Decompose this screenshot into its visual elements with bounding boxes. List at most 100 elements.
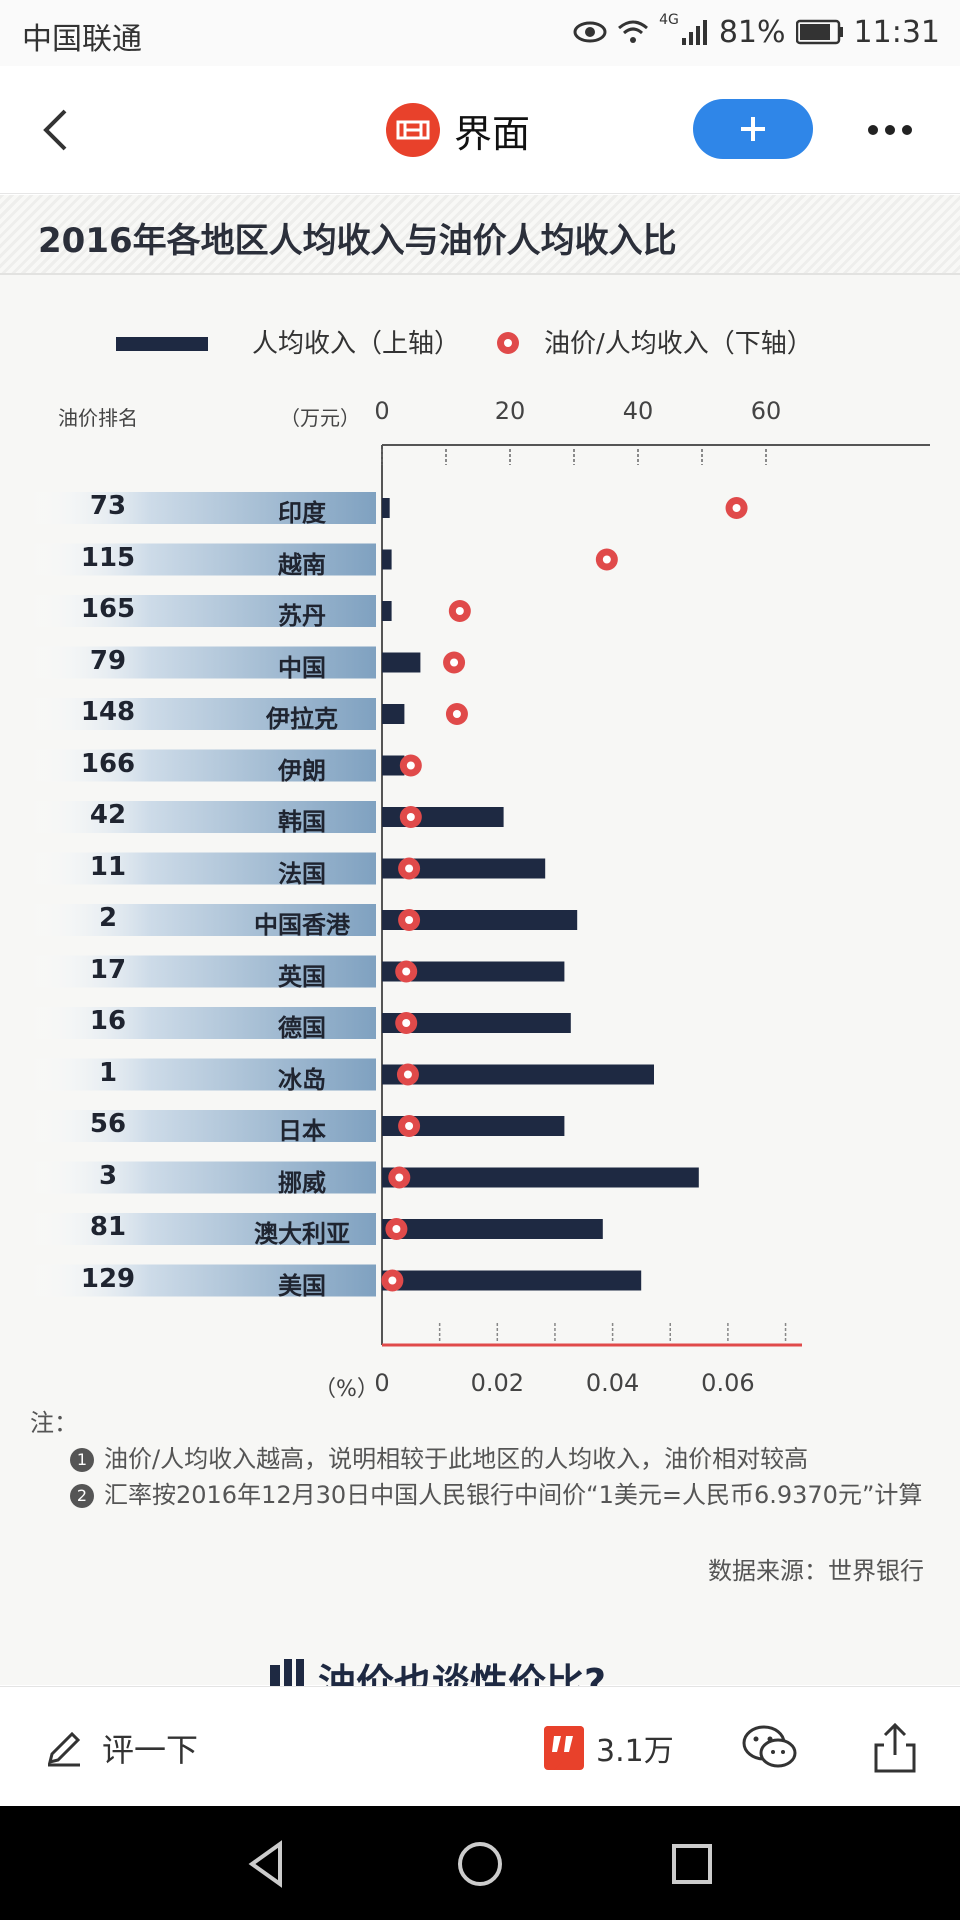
battery-percent: 81%: [718, 14, 786, 50]
income-bar: [382, 961, 565, 982]
row-label-band: [28, 646, 376, 679]
ratio-dot-center: [450, 658, 459, 667]
ratio-dot-center: [732, 504, 741, 512]
income-bar: [382, 858, 546, 879]
pencil-icon: [47, 1731, 81, 1767]
ratio-dot-center: [405, 864, 414, 873]
legend-dot-swatch: [497, 332, 519, 354]
back-button[interactable]: [30, 100, 80, 160]
bottom-axis-tick-label: 0.04: [585, 1369, 640, 1397]
ratio-dot-center: [455, 607, 464, 615]
row-label-band: [28, 1213, 376, 1245]
row-rank: 81: [89, 1212, 127, 1242]
row-rank: 115: [80, 542, 136, 573]
wifi-icon: [618, 20, 649, 43]
row-label-band: [28, 904, 376, 936]
row-rank: 73: [89, 491, 127, 521]
row-label-band: [28, 543, 376, 576]
infographic-title-bar: 2016年各地区人均收入与油价人均收入比: [0, 195, 960, 275]
rank-column-header: 油价排名: [58, 406, 138, 430]
top-axis-unit: （万元）: [280, 406, 360, 430]
chart-legend: 人均收入（上轴） 油价/人均收入（下轴）: [0, 323, 960, 363]
row-region: 美国: [278, 1271, 326, 1300]
row-label-band: [28, 1058, 376, 1091]
note-2-text: 汇率按2016年12月30日中国人民银行中间价“1美元=人民币6.9370元”计…: [104, 1481, 923, 1509]
row-label-band: [28, 1110, 376, 1142]
ratio-dot-center: [388, 1276, 397, 1285]
row-region: 中国香港: [254, 911, 350, 939]
brand[interactable]: 界面: [386, 100, 530, 160]
income-bar: [382, 1270, 642, 1291]
ratio-dot-center: [402, 967, 411, 976]
income-bar: [382, 1219, 603, 1239]
row-rank: 1: [98, 1057, 118, 1088]
row-region: 韩国: [278, 808, 326, 836]
more-button[interactable]: [860, 108, 920, 152]
row-region: 伊拉克: [266, 705, 338, 733]
row-label-band: [28, 852, 376, 885]
chart-title: 2016年各地区人均收入与油价人均收入比: [38, 221, 677, 261]
ratio-dot-center: [392, 1225, 401, 1233]
legend-income-label: 人均收入（上轴）: [252, 329, 461, 359]
ratio-dot-center: [403, 1070, 412, 1079]
row-rank: 166: [80, 748, 136, 779]
row-rank: 56: [89, 1109, 127, 1139]
status-icons: 4G 81% 11:31: [573, 12, 940, 52]
legend-bar-swatch: [116, 337, 208, 351]
row-region: 冰岛: [278, 1065, 326, 1094]
row-label-band: [28, 955, 376, 988]
row-label-band: [28, 749, 376, 782]
chevron-left-icon: [43, 109, 67, 151]
row-rank: 16: [89, 1006, 127, 1036]
section-mark-icon: [270, 1659, 304, 1689]
income-bar: [382, 910, 578, 930]
more-dots-icon: [868, 125, 912, 135]
income-bar: [382, 1064, 654, 1085]
row-region: 苏丹: [278, 602, 326, 630]
comment-button[interactable]: 评一下: [44, 1723, 198, 1773]
infographic-image: 2016年各地区人均收入与油价人均收入比 人均收入（上轴） 油价/人均收入（下轴…: [0, 195, 960, 1689]
eye-icon: [573, 21, 607, 43]
nav-back-icon[interactable]: [240, 1836, 296, 1892]
ratio-dot-center: [602, 555, 611, 564]
note-2: 2 汇率按2016年12月30日中国人民银行中间价“1美元=人民币6.9370元”…: [30, 1477, 940, 1513]
note-2-number: 2: [70, 1484, 94, 1508]
comment-label: 评一下: [102, 1731, 199, 1769]
bottom-axis-tick-label: 0: [374, 1369, 390, 1397]
row-label-band: [28, 801, 376, 833]
carrier-name: 中国联通: [22, 22, 142, 57]
chart-notes: 注： 1 油价/人均收入越高，说明相较于此地区的人均收入，油价相对较高 2 汇率按2…: [30, 1405, 940, 1513]
next-section-heading: 油价也谈性价比?: [318, 1661, 607, 1686]
data-source: 数据来源：世界银行: [708, 1557, 924, 1585]
row-rank: 17: [89, 954, 127, 985]
nav-recents-icon[interactable]: [664, 1836, 720, 1892]
income-bar: [382, 755, 405, 776]
row-region: 中国: [278, 653, 326, 682]
ratio-dot-center: [406, 813, 415, 821]
top-axis-tick-label: 60: [750, 397, 782, 425]
like-button[interactable]: 3.1万: [544, 1723, 674, 1773]
status-bar: 中国联通 4G 81% 11:31: [0, 0, 960, 66]
follow-button[interactable]: [693, 99, 813, 159]
row-label-band: [28, 492, 376, 524]
note-1-text: 油价/人均收入越高，说明相较于此地区的人均收入，油价相对较高: [104, 1445, 809, 1473]
legend-ratio-label: 油价/人均收入（下轴）: [544, 329, 813, 359]
row-label-band: [28, 1007, 376, 1039]
clock: 11:31: [853, 14, 940, 50]
share-icon[interactable]: [870, 1721, 920, 1775]
like-count: 3.1万: [596, 1734, 674, 1769]
wechat-icon[interactable]: [740, 1721, 800, 1775]
income-bar: [382, 1116, 565, 1136]
ratio-dot-center: [402, 1019, 411, 1027]
top-axis-tick-label: 0: [374, 397, 390, 425]
ratio-dot-center: [452, 710, 461, 718]
ratio-dot-center: [406, 761, 415, 770]
income-bar: [382, 1167, 699, 1188]
app-name: 界面: [454, 111, 531, 156]
bottom-axis-tick-label: 0.02: [470, 1369, 525, 1397]
nav-home-icon[interactable]: [452, 1836, 508, 1892]
row-rank: 42: [89, 800, 127, 830]
income-bar: [382, 652, 421, 673]
app-header: 界面: [0, 66, 960, 194]
row-label-band: [28, 698, 376, 730]
